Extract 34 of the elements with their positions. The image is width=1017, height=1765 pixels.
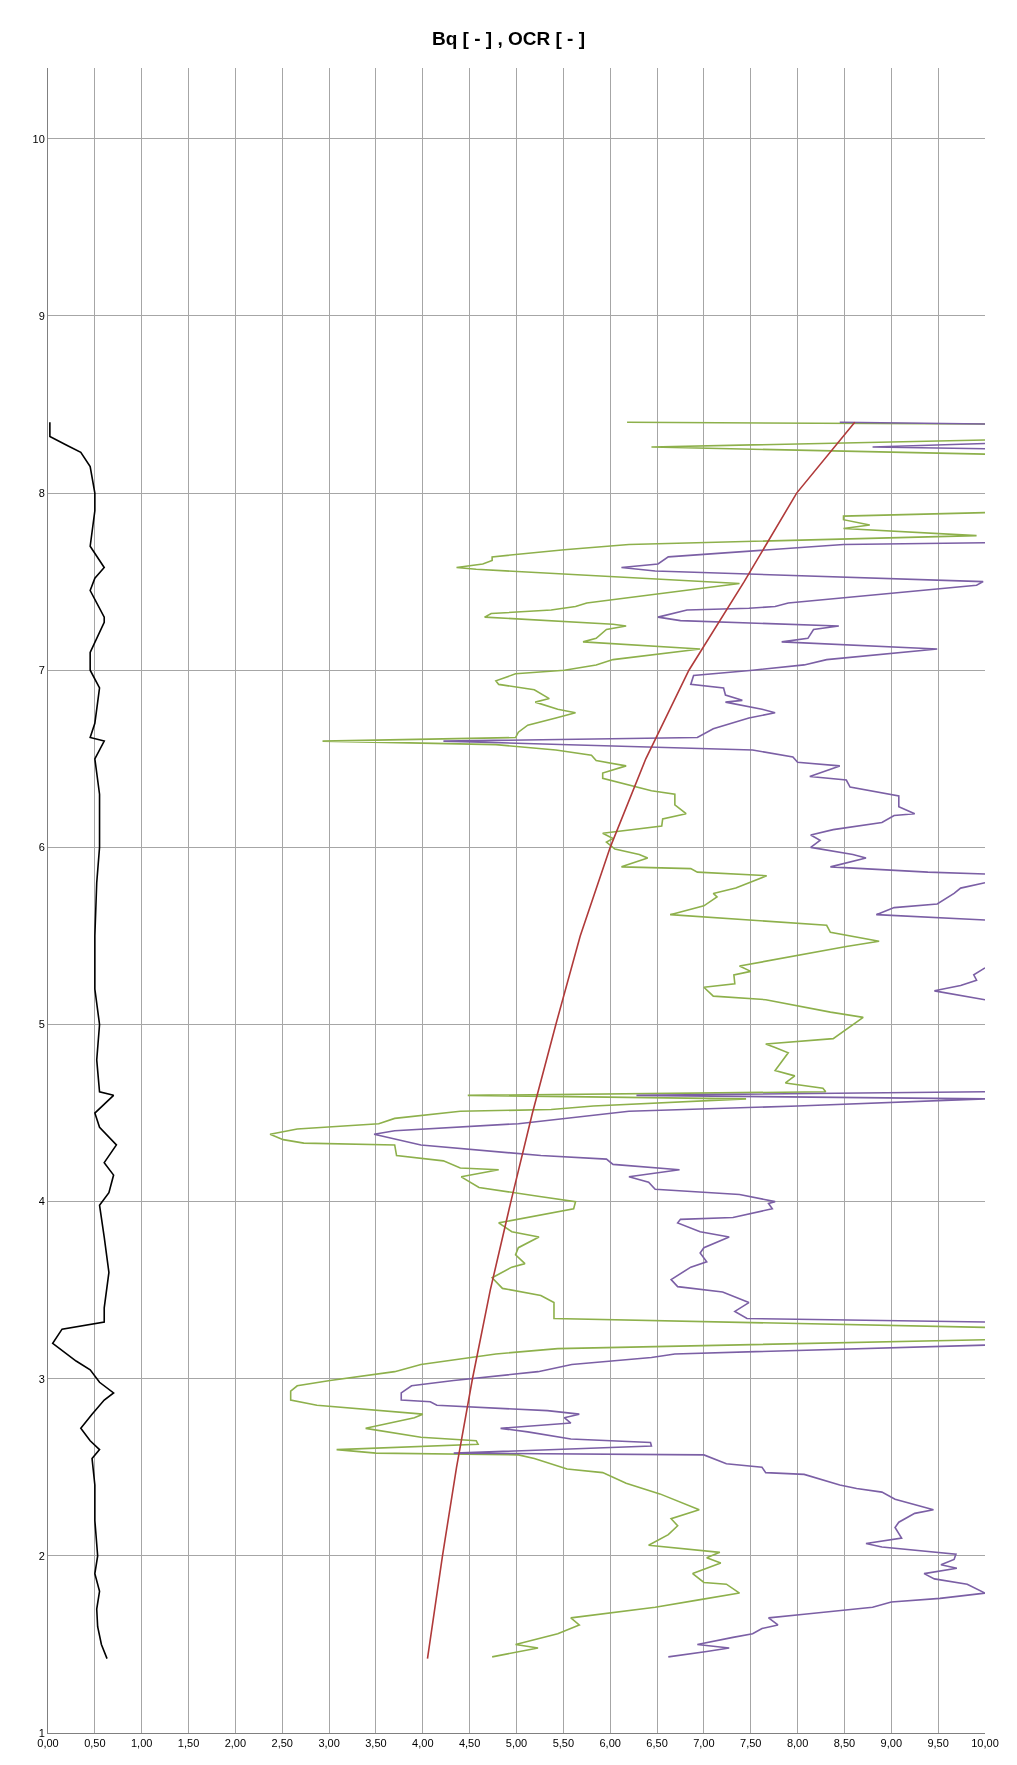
x-tick-label: 2,00 bbox=[224, 1737, 247, 1750]
chart-title: Bq [ - ] , OCR [ - ] bbox=[431, 27, 586, 49]
x-tick-label: 8,50 bbox=[833, 1737, 856, 1750]
x-tick-label: 6,50 bbox=[646, 1737, 668, 1750]
x-tick-label: 1,50 bbox=[177, 1737, 200, 1750]
x-tick-label: 10,00 bbox=[971, 1737, 999, 1750]
y-tick-label: 10 bbox=[32, 132, 45, 145]
line-series bbox=[49, 421, 118, 1660]
x-tick-label: 5,50 bbox=[552, 1737, 575, 1750]
x-tick-label: 6,00 bbox=[599, 1737, 621, 1750]
y-tick-label: 1 bbox=[38, 1726, 45, 1739]
x-tick-label: 5,00 bbox=[505, 1737, 528, 1750]
x-tick-label: 7,00 bbox=[693, 1737, 715, 1750]
x-tick-label: 2,50 bbox=[271, 1737, 293, 1750]
y-tick-label: 3 bbox=[38, 1372, 45, 1385]
x-tick-label: 3,00 bbox=[318, 1737, 340, 1750]
y-tick-label: 4 bbox=[38, 1195, 45, 1208]
y-tick-label: 7 bbox=[38, 664, 45, 677]
y-tick-label: 2 bbox=[38, 1549, 45, 1562]
x-tick-label: 9,50 bbox=[927, 1737, 949, 1750]
x-tick-label: 0,50 bbox=[84, 1737, 106, 1750]
x-tick-label: 1,00 bbox=[130, 1737, 153, 1750]
x-tick-label: 3,50 bbox=[365, 1737, 387, 1750]
y-tick-label: 6 bbox=[38, 841, 45, 854]
y-tick-label: 5 bbox=[38, 1018, 45, 1031]
x-tick-label: 7,50 bbox=[740, 1737, 762, 1750]
y-tick-label: 9 bbox=[38, 309, 45, 322]
x-tick-label: 8,00 bbox=[786, 1737, 809, 1750]
x-tick-label: 0,00 bbox=[37, 1737, 59, 1750]
x-tick-label: 4,00 bbox=[412, 1737, 434, 1750]
line-series bbox=[426, 421, 856, 1660]
x-tick-label: 9,00 bbox=[880, 1737, 903, 1750]
y-tick-label: 8 bbox=[38, 486, 45, 499]
x-tick-label: 4,50 bbox=[458, 1737, 481, 1750]
